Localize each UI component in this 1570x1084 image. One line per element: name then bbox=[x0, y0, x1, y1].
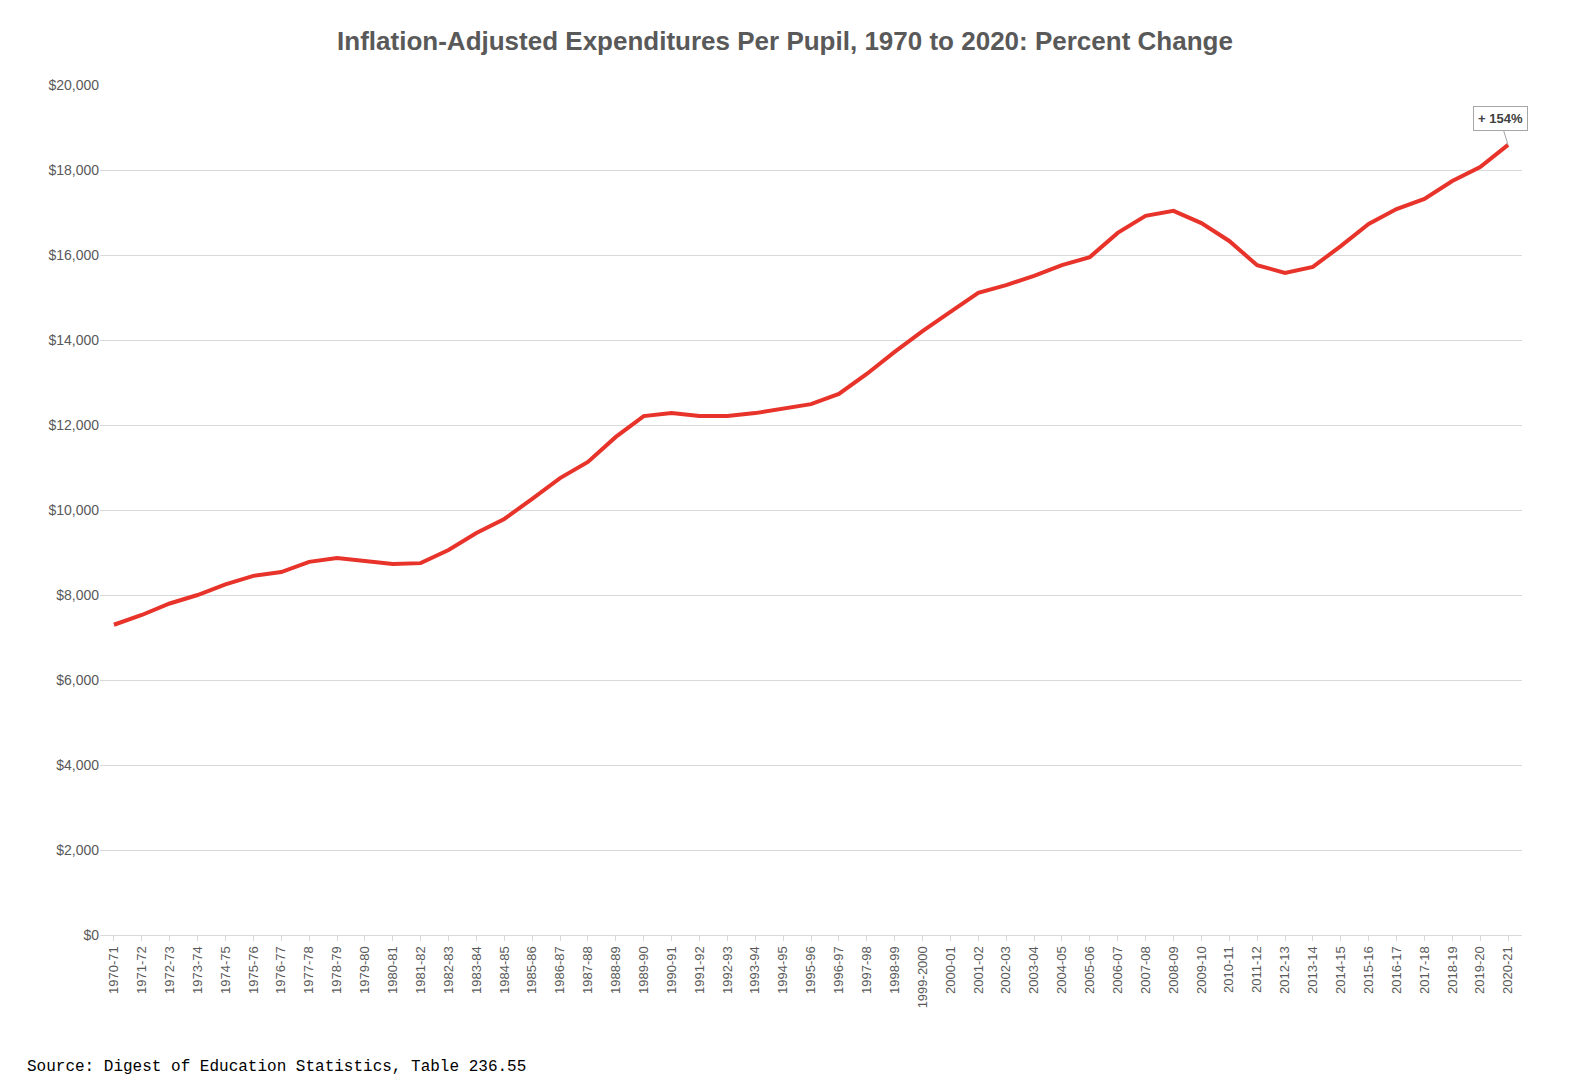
svg-text:1992-93: 1992-93 bbox=[720, 946, 735, 994]
svg-text:2020-21: 2020-21 bbox=[1500, 946, 1515, 994]
svg-text:1979-80: 1979-80 bbox=[357, 946, 372, 994]
svg-text:1982-83: 1982-83 bbox=[441, 946, 456, 994]
svg-text:1997-98: 1997-98 bbox=[859, 946, 874, 994]
svg-text:$10,000: $10,000 bbox=[48, 502, 99, 518]
svg-text:$14,000: $14,000 bbox=[48, 332, 99, 348]
svg-text:1981-82: 1981-82 bbox=[413, 946, 428, 994]
svg-text:1999-2000: 1999-2000 bbox=[915, 946, 930, 1008]
svg-text:$16,000: $16,000 bbox=[48, 247, 99, 263]
svg-text:Inflation-Adjusted Expenditure: Inflation-Adjusted Expenditures Per Pupi… bbox=[337, 26, 1233, 56]
svg-text:$2,000: $2,000 bbox=[56, 842, 99, 858]
svg-text:2010-11: 2010-11 bbox=[1221, 946, 1236, 993]
svg-text:2003-04: 2003-04 bbox=[1026, 946, 1041, 994]
svg-text:2018-19: 2018-19 bbox=[1445, 946, 1460, 994]
svg-text:Source: Digest of Education St: Source: Digest of Education Statistics, … bbox=[27, 1058, 526, 1076]
svg-text:2019-20: 2019-20 bbox=[1472, 946, 1487, 994]
svg-text:1976-77: 1976-77 bbox=[273, 946, 288, 994]
svg-text:1994-95: 1994-95 bbox=[775, 946, 790, 994]
svg-text:2009-10: 2009-10 bbox=[1194, 946, 1209, 994]
svg-text:2001-02: 2001-02 bbox=[971, 946, 986, 994]
svg-text:1974-75: 1974-75 bbox=[218, 946, 233, 994]
svg-text:1986-87: 1986-87 bbox=[552, 946, 567, 994]
svg-text:$4,000: $4,000 bbox=[56, 757, 99, 773]
svg-text:2000-01: 2000-01 bbox=[943, 946, 958, 994]
svg-text:1996-97: 1996-97 bbox=[831, 946, 846, 994]
svg-text:$6,000: $6,000 bbox=[56, 672, 99, 688]
svg-text:2014-15: 2014-15 bbox=[1333, 946, 1348, 994]
svg-text:$20,000: $20,000 bbox=[48, 77, 99, 93]
svg-text:2004-05: 2004-05 bbox=[1054, 946, 1069, 994]
svg-text:2015-16: 2015-16 bbox=[1361, 946, 1376, 994]
svg-text:1980-81: 1980-81 bbox=[385, 946, 400, 994]
svg-text:1973-74: 1973-74 bbox=[190, 946, 205, 994]
svg-text:2016-17: 2016-17 bbox=[1389, 946, 1404, 994]
svg-text:2013-14: 2013-14 bbox=[1305, 946, 1320, 994]
svg-text:1991-92: 1991-92 bbox=[692, 946, 707, 994]
svg-text:1990-91: 1990-91 bbox=[664, 946, 679, 994]
svg-text:1993-94: 1993-94 bbox=[747, 946, 762, 994]
svg-text:2008-09: 2008-09 bbox=[1166, 946, 1181, 994]
svg-text:1989-90: 1989-90 bbox=[636, 946, 651, 994]
svg-text:2006-07: 2006-07 bbox=[1110, 946, 1125, 994]
svg-text:1985-86: 1985-86 bbox=[524, 946, 539, 994]
svg-text:1970-71: 1970-71 bbox=[106, 946, 121, 994]
svg-text:$0: $0 bbox=[83, 927, 99, 943]
svg-text:+ 154%: + 154% bbox=[1478, 111, 1523, 126]
svg-text:$8,000: $8,000 bbox=[56, 587, 99, 603]
svg-text:1998-99: 1998-99 bbox=[887, 946, 902, 994]
svg-text:2002-03: 2002-03 bbox=[998, 946, 1013, 994]
svg-text:$18,000: $18,000 bbox=[48, 162, 99, 178]
svg-text:1987-88: 1987-88 bbox=[580, 946, 595, 994]
svg-text:1988-89: 1988-89 bbox=[608, 946, 623, 994]
svg-text:$12,000: $12,000 bbox=[48, 417, 99, 433]
svg-text:1984-85: 1984-85 bbox=[497, 946, 512, 994]
svg-text:1983-84: 1983-84 bbox=[469, 946, 484, 994]
svg-text:1971-72: 1971-72 bbox=[134, 946, 149, 994]
svg-text:1972-73: 1972-73 bbox=[162, 946, 177, 994]
svg-text:2017-18: 2017-18 bbox=[1417, 946, 1432, 994]
svg-text:1977-78: 1977-78 bbox=[301, 946, 316, 994]
svg-text:1975-76: 1975-76 bbox=[246, 946, 261, 994]
svg-text:2012-13: 2012-13 bbox=[1277, 946, 1292, 994]
svg-text:1978-79: 1978-79 bbox=[329, 946, 344, 994]
svg-text:1995-96: 1995-96 bbox=[803, 946, 818, 994]
svg-text:2011-12: 2011-12 bbox=[1249, 946, 1264, 993]
svg-text:2007-08: 2007-08 bbox=[1138, 946, 1153, 994]
svg-text:2005-06: 2005-06 bbox=[1082, 946, 1097, 994]
